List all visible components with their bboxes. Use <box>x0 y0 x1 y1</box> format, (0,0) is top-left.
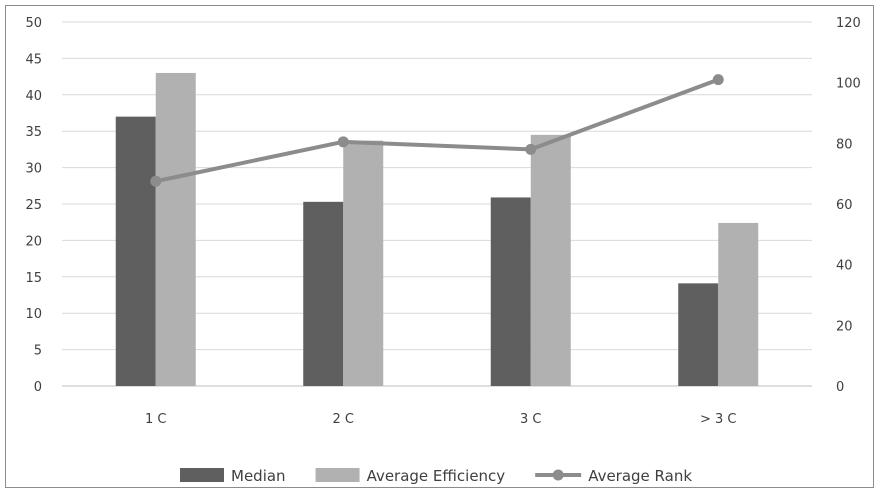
line-point <box>712 74 724 86</box>
bar-average-efficiency <box>343 140 384 386</box>
line-point <box>150 175 162 187</box>
legend-label-median: Median <box>231 467 286 485</box>
right-tick-label: 40 <box>836 259 853 274</box>
right-tick-label: 60 <box>836 198 853 213</box>
line-point <box>525 143 537 155</box>
right-tick-label: 0 <box>836 380 844 395</box>
right-tick-label: 20 <box>836 319 853 334</box>
line-point <box>337 136 349 148</box>
bar-average-efficiency <box>155 72 196 387</box>
legend-label-average-rank: Average Rank <box>588 467 692 485</box>
left-tick-label: 25 <box>25 198 42 213</box>
left-tick-label: 30 <box>25 162 42 177</box>
right-tick-label: 100 <box>836 77 861 92</box>
left-tick-label: 45 <box>25 52 42 67</box>
left-tick-label: 40 <box>25 89 42 104</box>
x-axis: 1 C 2 C 3 C > 3 C <box>145 412 737 427</box>
bars <box>115 72 759 387</box>
right-axis: 0 20 40 60 80 100 120 <box>836 16 861 395</box>
left-tick-label: 15 <box>25 271 42 286</box>
bar-median <box>303 201 344 386</box>
line-average-rank <box>153 77 721 184</box>
legend-swatch-average-efficiency <box>315 468 360 482</box>
legend: Median Average Efficiency Average Rank <box>180 467 692 485</box>
left-tick-label: 0 <box>34 380 42 395</box>
bar-average-efficiency <box>530 134 571 386</box>
left-axis: 0 5 10 15 20 25 30 35 40 45 50 <box>25 16 42 395</box>
bar-median <box>115 116 156 386</box>
right-tick-label: 80 <box>836 137 853 152</box>
x-tick-label: 2 C <box>333 412 354 427</box>
bar-median <box>678 283 719 386</box>
left-tick-label: 50 <box>25 16 42 31</box>
left-tick-label: 35 <box>25 125 42 140</box>
x-tick-label: > 3 C <box>700 412 737 427</box>
left-tick-label: 20 <box>25 234 42 249</box>
legend-marker-average-rank <box>552 469 564 481</box>
x-tick-label: 3 C <box>520 412 541 427</box>
left-tick-label: 5 <box>34 344 42 359</box>
right-tick-label: 120 <box>836 16 861 31</box>
bar-average-efficiency <box>718 222 759 386</box>
legend-label-average-efficiency: Average Efficiency <box>367 467 506 485</box>
left-tick-label: 10 <box>25 307 42 322</box>
bar-median <box>490 197 531 386</box>
legend-swatch-median <box>180 468 224 482</box>
line-series <box>150 74 724 187</box>
x-tick-label: 1 C <box>145 412 166 427</box>
